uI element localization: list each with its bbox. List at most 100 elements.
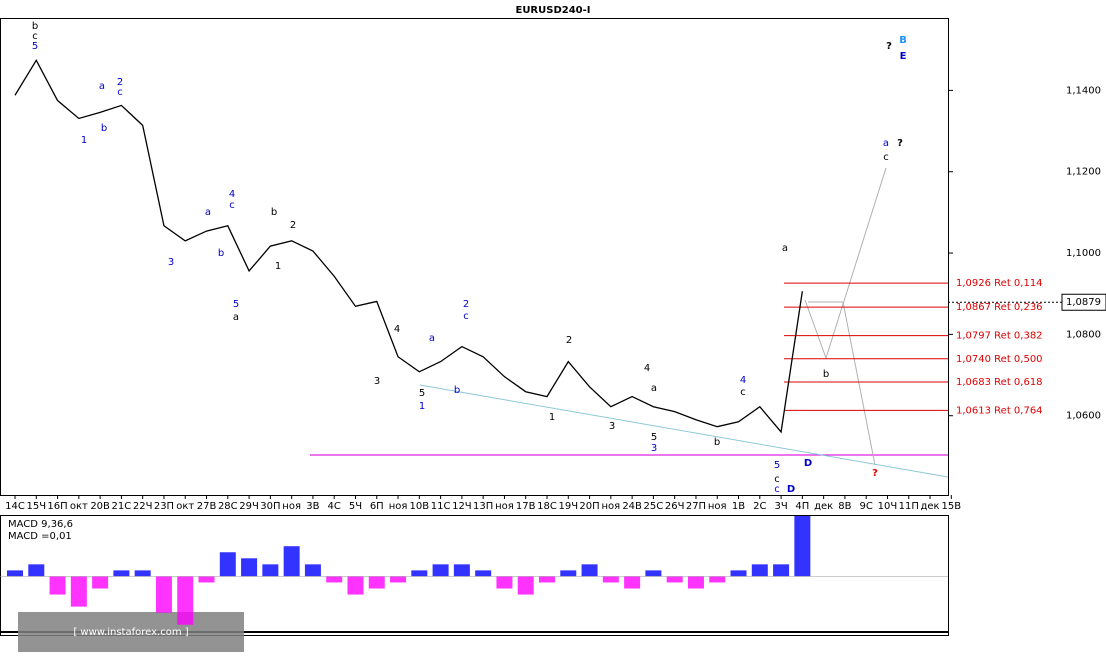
macd-bar bbox=[155, 576, 172, 613]
macd-bar bbox=[666, 576, 683, 583]
x-tick-label: ноя bbox=[495, 501, 514, 512]
macd-bar bbox=[602, 576, 619, 583]
macd-bar bbox=[198, 576, 215, 583]
wave-label: b bbox=[32, 21, 38, 32]
macd-bar bbox=[283, 546, 300, 577]
x-tick-label: 22Ч bbox=[133, 501, 153, 512]
wave-label: 1 bbox=[419, 401, 425, 412]
wave-label: 2 bbox=[566, 335, 572, 346]
wave-label: 2 bbox=[463, 299, 469, 310]
x-tick-label: ноя bbox=[389, 501, 408, 512]
macd-bar bbox=[687, 576, 704, 589]
macd-bar bbox=[432, 564, 449, 577]
fib-label: 1,0683 Ret 0,618 bbox=[956, 377, 1043, 388]
wave-label: a bbox=[233, 312, 239, 323]
wave-label: b bbox=[218, 248, 224, 259]
x-tick-label: 6П bbox=[370, 501, 384, 512]
macd-value: MACD =0,01 bbox=[8, 531, 72, 542]
wave-label: a bbox=[883, 138, 889, 149]
x-tick-label: 3Ч bbox=[774, 501, 787, 512]
x-tick-label: 28С bbox=[218, 501, 238, 512]
x-tick-label: 20П bbox=[579, 501, 599, 512]
macd-bar bbox=[730, 570, 747, 577]
macd-bar bbox=[773, 564, 790, 577]
wave-label: 1 bbox=[275, 261, 281, 272]
y-tick-label: 1,1200 bbox=[1066, 167, 1101, 178]
x-tick-label: 17В bbox=[516, 501, 536, 512]
fib-label: 1,0867 Ret 0,236 bbox=[956, 302, 1043, 313]
wave-label: b bbox=[454, 385, 460, 396]
macd-bar bbox=[347, 576, 364, 595]
wave-label: a bbox=[429, 333, 435, 344]
price-line bbox=[14, 58, 804, 434]
wave-label: 5 bbox=[774, 460, 780, 471]
macd-bar bbox=[134, 570, 151, 577]
x-tick-label: 1В bbox=[732, 501, 745, 512]
macd-bar bbox=[560, 570, 577, 577]
macd-bar bbox=[219, 552, 236, 577]
wave-label: 3 bbox=[374, 376, 380, 387]
macd-bar bbox=[581, 564, 598, 577]
wave-label: c bbox=[32, 31, 38, 42]
x-tick-label: 29Ч bbox=[239, 501, 259, 512]
watermark: [ www.instaforex.com ] bbox=[73, 627, 188, 638]
x-tick-label: 9С bbox=[860, 501, 873, 512]
x-tick-label: окт bbox=[70, 501, 88, 512]
x-tick-label: 4С bbox=[328, 501, 341, 512]
x-tick-label: 27П bbox=[686, 501, 706, 512]
x-tick-label: 2С bbox=[753, 501, 766, 512]
watermark-box bbox=[18, 612, 244, 652]
macd-bar bbox=[539, 576, 555, 583]
wave-label: D bbox=[787, 484, 795, 495]
y-tick-label: 1,1000 bbox=[1066, 248, 1101, 259]
macd-bar bbox=[326, 576, 343, 583]
macd-bar bbox=[304, 564, 321, 577]
x-tick-label: 30П bbox=[260, 501, 280, 512]
x-tick-label: 14С bbox=[5, 501, 25, 512]
x-tick-label: 5Ч bbox=[349, 501, 362, 512]
wave-label: b bbox=[714, 437, 720, 448]
macd-bar bbox=[113, 570, 130, 577]
wave-label: 3 bbox=[651, 443, 657, 454]
last-price-label: 1,0879 bbox=[1066, 297, 1101, 308]
x-tick-label: окт bbox=[176, 501, 194, 512]
wave-label: c bbox=[740, 387, 746, 398]
wave-label: 5 bbox=[651, 432, 657, 443]
macd-bar bbox=[241, 558, 258, 577]
last-price-box bbox=[1061, 293, 1106, 311]
x-tick-label: дек bbox=[814, 501, 833, 512]
wave-label: 4 bbox=[394, 324, 400, 335]
wave-label: b bbox=[823, 369, 829, 380]
wave-label: 3 bbox=[609, 421, 615, 432]
macd-bar bbox=[70, 576, 87, 607]
macd-bar bbox=[262, 564, 279, 577]
x-tick-label: 15В bbox=[942, 501, 962, 512]
x-tick-label: 10Ч bbox=[878, 501, 898, 512]
wave-label: 4 bbox=[740, 375, 746, 386]
macd-bar bbox=[624, 576, 641, 589]
fib-label: 1,0613 Ret 0,764 bbox=[956, 405, 1043, 416]
macd-bar bbox=[28, 564, 45, 577]
wave-label: c bbox=[229, 200, 235, 211]
macd-bar bbox=[709, 576, 726, 583]
y-tick-label: 1,1400 bbox=[1066, 85, 1101, 96]
wave-label: 3 bbox=[168, 257, 174, 268]
wave-label: 5 bbox=[419, 388, 425, 399]
fib-label: 1,0926 Ret 0,114 bbox=[956, 278, 1043, 289]
x-tick-label: 24В bbox=[622, 501, 642, 512]
x-tick-label: ноя bbox=[602, 501, 621, 512]
macd-bar bbox=[368, 576, 385, 589]
wave-label: a bbox=[205, 207, 211, 218]
x-tick-label: 23П bbox=[154, 501, 174, 512]
x-tick-label: 10В bbox=[410, 501, 430, 512]
wave-label: ? bbox=[872, 468, 878, 479]
wave-label: a bbox=[782, 243, 788, 254]
wave-label: c bbox=[774, 484, 780, 495]
wave-label: b bbox=[271, 207, 277, 218]
x-tick-label: 18С bbox=[537, 501, 557, 512]
x-tick-label: 26Ч bbox=[665, 501, 685, 512]
y-tick-label: 1,0600 bbox=[1066, 411, 1101, 422]
wave-label: B bbox=[899, 35, 907, 46]
